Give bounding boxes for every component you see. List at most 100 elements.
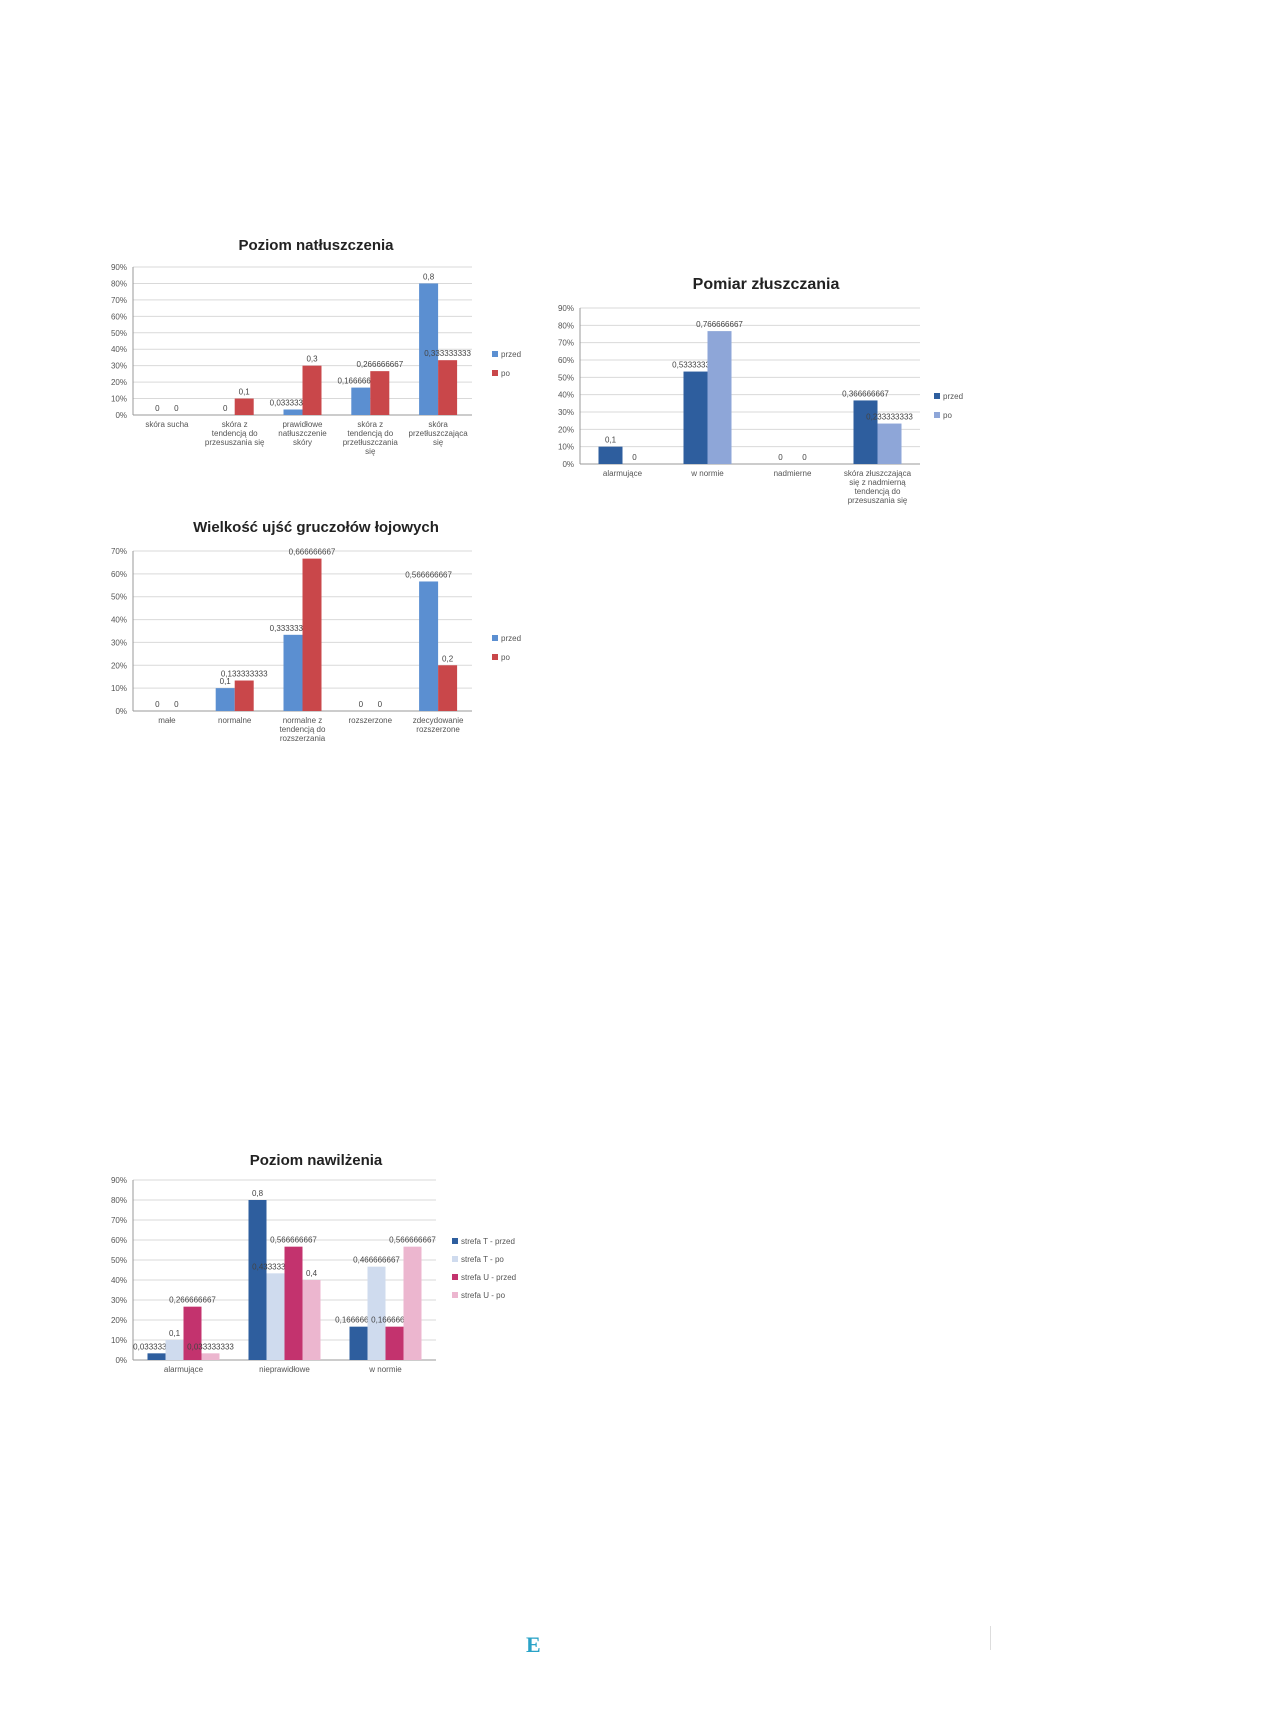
y-tick-label: 30% xyxy=(111,638,127,647)
legend-swatch xyxy=(452,1274,458,1280)
y-tick-label: 40% xyxy=(111,345,127,354)
bar xyxy=(283,634,303,711)
data-label: 0,266666667 xyxy=(356,360,403,369)
data-label: 0,8 xyxy=(252,1189,264,1198)
data-label: 0 xyxy=(378,700,383,709)
data-label: 0,466666667 xyxy=(353,1256,400,1265)
chart-title: Pomiar złuszczania xyxy=(692,276,840,293)
y-tick-label: 40% xyxy=(111,1276,127,1285)
legend-swatch xyxy=(452,1238,458,1244)
y-tick-label: 70% xyxy=(111,547,127,556)
bar xyxy=(283,409,303,415)
legend-swatch xyxy=(492,370,498,376)
data-label: 0,166666667 xyxy=(337,377,384,386)
bar xyxy=(438,665,458,711)
data-label: 0,566666667 xyxy=(389,1236,436,1245)
y-tick-label: 10% xyxy=(111,1336,127,1345)
footer-divider xyxy=(990,1626,991,1650)
legend-swatch xyxy=(934,412,940,418)
y-tick-label: 20% xyxy=(111,661,127,670)
data-label: 0,533333333 xyxy=(672,361,719,370)
y-tick-label: 90% xyxy=(111,263,127,272)
category-label: przetłuszczająca xyxy=(409,429,469,438)
y-tick-label: 50% xyxy=(558,373,574,382)
data-label: 0,233333333 xyxy=(866,413,913,422)
bar xyxy=(302,1280,321,1360)
y-tick-label: 70% xyxy=(111,1216,127,1225)
bar xyxy=(385,1326,404,1360)
y-tick-label: 80% xyxy=(558,321,574,330)
bar xyxy=(403,1246,422,1360)
bar xyxy=(877,423,902,464)
category-label: rozszerzone xyxy=(349,716,393,725)
bar xyxy=(351,387,371,415)
bar xyxy=(284,1246,303,1360)
data-label: 0,766666667 xyxy=(696,320,743,329)
data-label: 0 xyxy=(174,404,179,413)
legend-swatch xyxy=(452,1256,458,1262)
category-label: rozszerzania xyxy=(280,734,326,743)
data-label: 0,166666667 xyxy=(335,1316,382,1325)
chart-title: Poziom natłuszczenia xyxy=(238,237,394,254)
data-label: 0 xyxy=(632,453,637,462)
chart-title: Wielkość ujść gruczołów łojowych xyxy=(193,519,439,536)
chart-zluszczanie: Pomiar złuszczania 0% 10% 20% 30% 40% 50% 60% 7… xyxy=(550,266,982,528)
legend-label: po xyxy=(501,653,510,662)
y-tick-label: 0% xyxy=(115,1356,127,1365)
category-label: się z nadmierną xyxy=(849,478,906,487)
bar xyxy=(683,371,708,464)
legend-label: po xyxy=(943,411,952,420)
y-tick-label: 60% xyxy=(111,1236,127,1245)
data-label: 0,1 xyxy=(169,1329,181,1338)
category-label: przesuszania się xyxy=(205,438,265,447)
data-label: 0,033333333 xyxy=(187,1342,234,1351)
y-tick-label: 60% xyxy=(111,312,127,321)
legend-label: po xyxy=(501,369,510,378)
bar xyxy=(248,1200,267,1360)
y-tick-label: 70% xyxy=(111,296,127,305)
category-label: się xyxy=(433,438,444,447)
bar xyxy=(234,680,254,711)
category-label: natłuszczenie xyxy=(278,429,327,438)
data-label: 0 xyxy=(223,404,228,413)
legend-swatch xyxy=(492,654,498,660)
data-label: 0,033333333 xyxy=(270,399,317,408)
bar xyxy=(266,1273,285,1360)
bar xyxy=(853,400,878,464)
category-label: przetłuszczania xyxy=(343,438,399,447)
chart-natluszczenie: Poziom natłuszczenia 0% 10% 20% 30% 40% 50% 60… xyxy=(100,225,532,475)
category-label: w normie xyxy=(368,1365,402,1374)
legend-swatch xyxy=(492,635,498,641)
category-label: skóry xyxy=(293,438,312,447)
data-label: 0,033333333 xyxy=(133,1342,180,1351)
category-label: nadmierne xyxy=(774,469,812,478)
data-label: 0,1 xyxy=(605,436,617,445)
legend-label: strefa U - po xyxy=(461,1291,506,1300)
category-label: tendencją do xyxy=(212,429,258,438)
bar xyxy=(215,688,235,711)
data-label: 0,366666667 xyxy=(842,389,889,398)
y-tick-label: 10% xyxy=(558,443,574,452)
y-tick-label: 50% xyxy=(111,1256,127,1265)
legend-label: przed xyxy=(501,350,521,359)
category-label: alarmujące xyxy=(164,1365,204,1374)
data-label: 0 xyxy=(155,700,160,709)
y-tick-label: 60% xyxy=(111,570,127,579)
data-label: 0,433333333 xyxy=(252,1262,299,1271)
bar xyxy=(370,371,390,415)
journal-logo: E xyxy=(526,1632,541,1657)
category-label: małe xyxy=(158,716,176,725)
data-label: 0 xyxy=(778,453,783,462)
data-label: 0 xyxy=(174,700,179,709)
category-label: się xyxy=(365,447,376,456)
chart-nawilzenie: Poziom nawilżenia 0% 10% 20% 30% 40% 50% 60% 70… xyxy=(100,1146,532,1392)
category-label: skóra z xyxy=(357,420,383,429)
bar xyxy=(234,398,254,415)
data-label: 0,666666667 xyxy=(289,548,336,557)
y-tick-label: 70% xyxy=(558,339,574,348)
category-label: nieprawidłowe xyxy=(259,1365,310,1374)
y-tick-label: 10% xyxy=(111,684,127,693)
chart-svg: 0% 10% 20% 30% 40% 50% 60% 70% 80% 90% 0 0 skóra suc… xyxy=(111,263,521,456)
bar xyxy=(201,1353,220,1360)
bar xyxy=(147,1353,166,1360)
